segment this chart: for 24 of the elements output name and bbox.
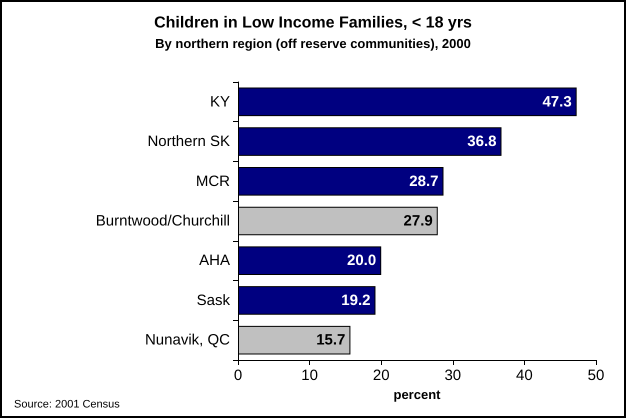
x-tick-label: 30 [444,367,462,384]
data-label: 19.2 [341,292,370,309]
data-label: 15.7 [316,332,346,349]
y-tick-label: Burntwood/Churchill [96,212,230,230]
source-note: Source: 2001 Census [14,398,120,410]
x-tick-label: 20 [372,367,390,384]
chart-title: Children in Low Income Families, < 18 yrs [154,14,472,32]
x-tick-label: 50 [588,367,604,384]
x-axis-title: percent [394,386,442,402]
data-label: 27.9 [404,212,433,230]
data-label: 36.8 [467,133,496,150]
x-tick-label: 10 [301,367,318,384]
data-label: 20.0 [346,252,376,270]
y-tick-label: AHA [199,252,230,270]
data-label: 47.3 [542,93,572,110]
y-tick-label: MCR [196,172,230,190]
y-tick-label: Sask [196,292,230,309]
y-tick-label: Nunavik, QC [144,332,230,349]
y-tick-label: Northern SK [147,133,230,150]
x-tick-label: 0 [234,367,242,384]
data-label: 28.7 [409,172,438,190]
x-tick-label: 40 [516,367,533,384]
y-tick-label: KY [210,93,230,110]
chart-subtitle: By northern region (off reserve communities), 2000 [155,36,471,51]
